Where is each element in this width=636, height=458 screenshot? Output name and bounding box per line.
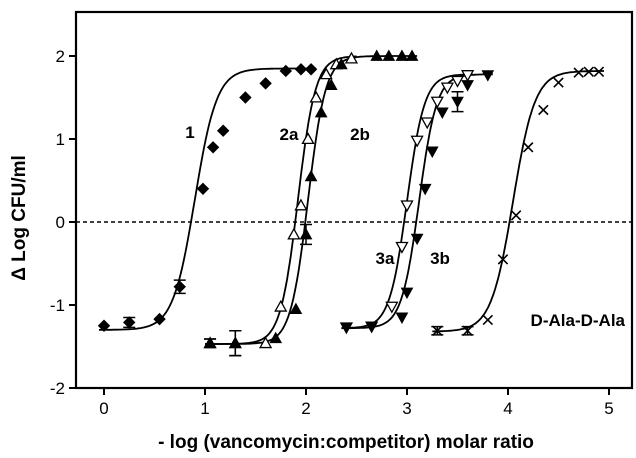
x-tick-label: 5: [604, 399, 613, 418]
y-tick-label: 0: [56, 213, 65, 232]
data-point: [573, 67, 584, 78]
data-point: [344, 51, 359, 64]
series-label-d-ala-d-ala: D-Ala-D-Ala: [531, 311, 626, 330]
data-point: [274, 299, 288, 312]
data-point: [216, 124, 230, 137]
data-point: [553, 77, 564, 88]
data-point: [259, 77, 272, 90]
data-point: [425, 146, 439, 158]
series-label-1: 1: [185, 123, 194, 142]
data-point: [287, 227, 301, 240]
data-point: [481, 70, 495, 82]
data-point: [410, 135, 424, 148]
data-point: [196, 182, 210, 196]
data-point: [482, 314, 494, 326]
data-point: [294, 63, 308, 76]
data-point: [497, 254, 509, 265]
data-point: [400, 287, 414, 300]
fit-curve-series-3: [205, 55, 418, 345]
data-point: [324, 78, 338, 90]
y-tick-label: -1: [50, 296, 65, 315]
fit-curve-series-6: [432, 70, 604, 333]
data-point: [462, 325, 473, 336]
data-point: [385, 301, 399, 314]
data-point: [382, 49, 396, 61]
data-point: [319, 67, 333, 80]
data-point: [450, 75, 465, 88]
x-axis-title: - log (vancomycin:competitor) molar rati…: [158, 432, 534, 453]
data-point: [395, 49, 409, 61]
data-point: [420, 117, 434, 130]
x-tick-label: 3: [402, 399, 411, 418]
data-point: [405, 49, 419, 61]
data-point: [153, 312, 166, 326]
x-tick-label: 2: [301, 399, 310, 418]
data-point: [301, 132, 315, 145]
data-point: [593, 66, 605, 78]
data-point: [522, 142, 534, 153]
data-point: [335, 57, 348, 70]
data-point: [432, 325, 443, 336]
data-point: [370, 49, 384, 61]
data-point: [258, 336, 273, 349]
data-point: [314, 105, 328, 118]
data-point: [418, 183, 432, 196]
y-tick-label: -2: [50, 379, 65, 398]
data-point: [304, 63, 318, 76]
data-point: [340, 322, 353, 334]
data-point: [460, 70, 475, 82]
y-tick-label: 1: [56, 130, 65, 149]
data-point: [400, 200, 414, 213]
data-point: [395, 312, 409, 324]
data-point: [206, 141, 220, 154]
data-point: [410, 233, 424, 246]
data-point: [228, 336, 242, 349]
series-label-2b: 2b: [350, 125, 370, 144]
data-points-layer: [97, 49, 605, 349]
data-point: [451, 96, 464, 109]
data-point: [436, 107, 449, 119]
series-label-2a: 2a: [280, 125, 299, 144]
data-point: [294, 198, 308, 211]
data-point: [430, 96, 444, 109]
data-point: [289, 302, 303, 315]
data-point: [304, 169, 318, 182]
data-point: [538, 104, 549, 116]
y-tick-label: 2: [56, 47, 65, 66]
x-tick-label: 0: [99, 399, 108, 418]
data-point: [299, 227, 313, 240]
data-point: [583, 66, 595, 78]
x-tick-label: 4: [503, 399, 512, 418]
x-tick-label: 1: [200, 399, 209, 418]
y-axis-title: Δ Log CFU/ml: [9, 155, 30, 281]
data-point: [510, 210, 522, 221]
plot-frame: [74, 10, 634, 390]
data-point: [203, 336, 217, 349]
series-label-3a: 3a: [376, 249, 395, 268]
data-point: [279, 64, 293, 78]
data-point: [239, 91, 252, 104]
data-point: [365, 321, 378, 334]
fit-curve-series-5: [341, 73, 493, 330]
data-point: [269, 331, 283, 344]
fit-curves-layer: [99, 55, 604, 345]
data-point: [309, 90, 323, 103]
data-point: [97, 319, 111, 332]
series-label-3b: 3b: [430, 249, 450, 268]
data-point: [395, 241, 409, 254]
data-point: [123, 316, 136, 329]
data-point: [461, 80, 474, 92]
data-point: [173, 280, 186, 293]
fit-curve-series-1: [99, 67, 317, 331]
axes-layer: 0 1 2 3 4 5 -2 -1 0 1 2: [50, 10, 634, 418]
data-point: [440, 82, 455, 95]
